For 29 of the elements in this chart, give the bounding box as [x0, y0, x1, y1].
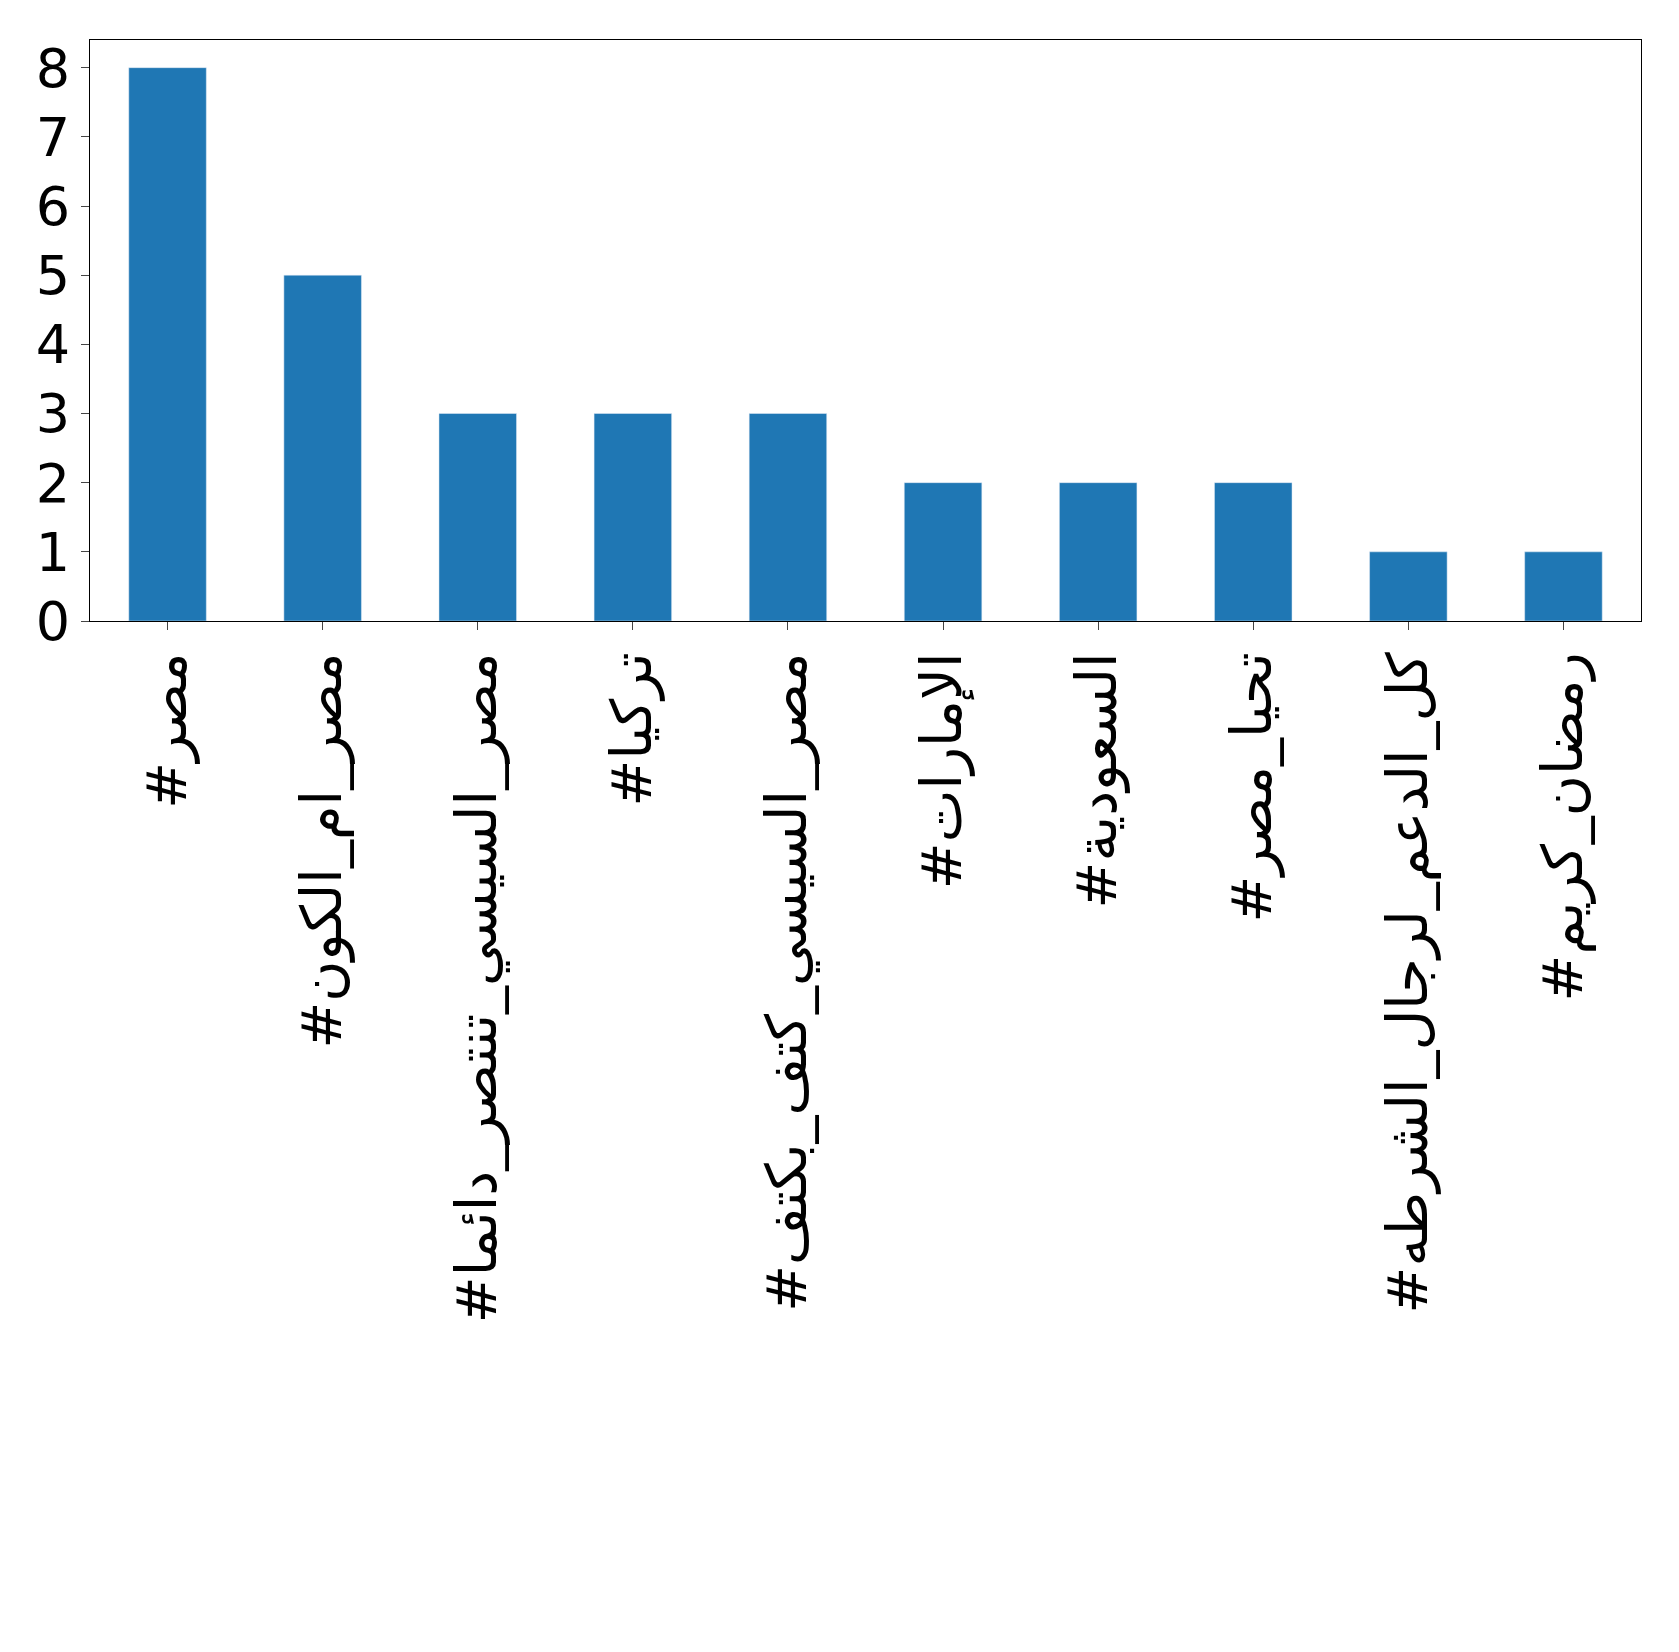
bar	[904, 482, 983, 621]
x-tick-label: #تركيا	[599, 652, 666, 807]
x-tick-label: #كل_الدعم_لرجال_الشرطه	[1374, 652, 1441, 1314]
bar	[593, 413, 672, 621]
x-tick-label: #مصر_السيسي_تنتصر_دائما	[443, 652, 510, 1324]
bar	[438, 413, 517, 621]
y-tick-label: 7	[35, 105, 71, 169]
x-tick-label: #رمضان_كريم	[1529, 652, 1596, 1002]
y-tick-label: 8	[35, 36, 71, 100]
y-tick-label: 5	[35, 244, 71, 308]
x-tick-label: #السعودية	[1064, 652, 1131, 909]
x-tick-label: #مصر_ام_الكون	[288, 652, 355, 1049]
y-tick-label: 4	[35, 313, 71, 377]
x-tick-label: #مصر	[133, 652, 200, 809]
y-tick-label: 6	[35, 174, 71, 238]
x-tick-label: #تحيا_مصر	[1219, 652, 1286, 923]
bar	[1369, 551, 1448, 621]
x-tick-label: #الإمارات	[909, 652, 976, 890]
bar	[1524, 551, 1603, 621]
bar	[283, 274, 362, 621]
bar	[1059, 482, 1138, 621]
y-tick-label: 2	[35, 451, 71, 515]
bar	[128, 67, 207, 621]
bar	[1214, 482, 1293, 621]
x-tick-label: #مصر_السيسي_كتف_بكتف	[754, 652, 821, 1312]
y-tick-label: 3	[35, 382, 71, 446]
y-tick-label: 1	[35, 520, 71, 584]
bar	[748, 413, 827, 621]
y-tick-label: 0	[35, 589, 71, 653]
